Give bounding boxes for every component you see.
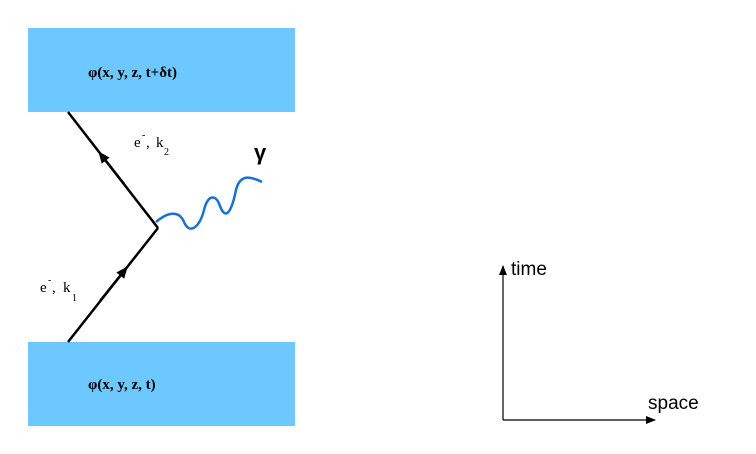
separator: , xyxy=(52,280,56,296)
time-label: time xyxy=(511,259,547,280)
bottom-state-label: φ(x, y, z, t) xyxy=(88,377,156,393)
separator: , xyxy=(146,135,150,151)
incoming-electron-label: e - , k 1 xyxy=(40,275,77,304)
charge: - xyxy=(142,130,145,141)
bottom-state-box xyxy=(28,342,295,426)
outgoing-electron-arrow xyxy=(98,151,125,185)
charge: - xyxy=(48,275,51,286)
incoming-electron-arrow xyxy=(99,266,128,302)
photon-label: γ xyxy=(254,140,267,165)
space-label: space xyxy=(648,393,699,414)
top-state-box xyxy=(28,28,295,112)
outgoing-electron-label: e - , k 2 xyxy=(134,130,169,158)
index: 2 xyxy=(164,147,169,158)
top-state-label: φ(x, y, z, t+δt) xyxy=(88,65,177,81)
momentum: k xyxy=(63,280,71,296)
momentum: k xyxy=(156,135,164,151)
particle: e xyxy=(134,135,141,151)
particle: e xyxy=(40,280,47,296)
index: 1 xyxy=(72,293,77,304)
photon-wave xyxy=(155,176,263,230)
